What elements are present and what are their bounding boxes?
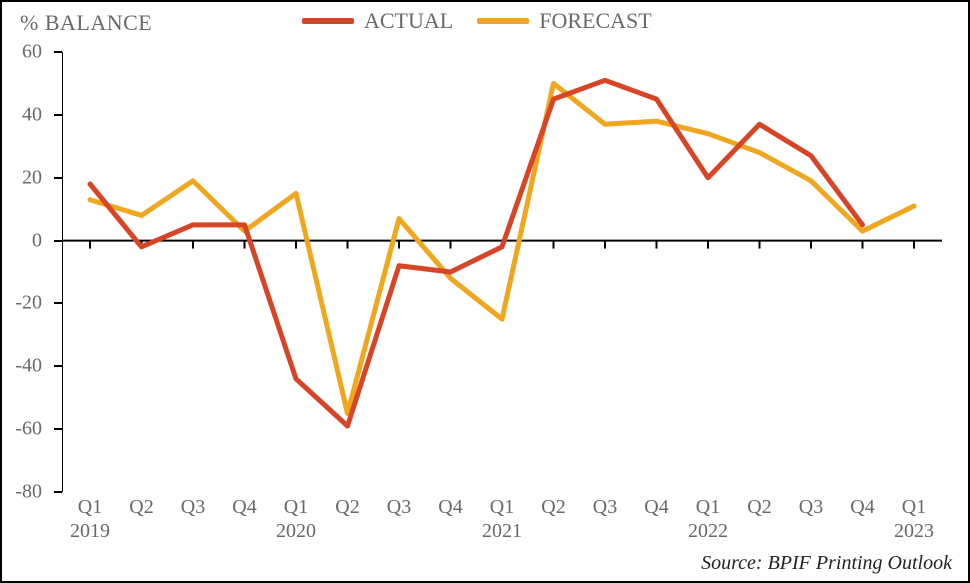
y-tick-label: -60 bbox=[0, 418, 48, 441]
y-tick-label: 20 bbox=[0, 166, 48, 189]
y-tick bbox=[54, 177, 62, 179]
x-year-label: 2021 bbox=[482, 520, 522, 543]
legend-item-forecast: FORECAST bbox=[477, 8, 651, 34]
y-tick-label: -40 bbox=[0, 355, 48, 378]
legend-item-actual: ACTUAL bbox=[302, 8, 453, 34]
y-tick-label: 40 bbox=[0, 103, 48, 126]
y-tick-label: 0 bbox=[0, 229, 48, 252]
legend-label-forecast: FORECAST bbox=[539, 8, 651, 34]
y-tick bbox=[54, 114, 62, 116]
x-tick-label: Q1 bbox=[490, 496, 514, 519]
chart-svg bbox=[62, 52, 942, 492]
y-tick bbox=[54, 51, 62, 53]
y-tick bbox=[54, 491, 62, 493]
y-tick-label: -20 bbox=[0, 292, 48, 315]
plot-area bbox=[62, 52, 942, 492]
x-tick-label: Q1 bbox=[696, 496, 720, 519]
legend-label-actual: ACTUAL bbox=[364, 8, 453, 34]
x-tick-label: Q3 bbox=[799, 496, 823, 519]
legend-swatch-actual bbox=[302, 18, 354, 24]
legend: ACTUAL FORECAST bbox=[302, 8, 652, 34]
x-tick-label: Q1 bbox=[902, 496, 926, 519]
chart-title: % BALANCE bbox=[20, 10, 152, 36]
x-year-label: 2019 bbox=[70, 520, 110, 543]
x-tick-label: Q2 bbox=[335, 496, 359, 519]
chart-container: % BALANCE ACTUAL FORECAST 60 40 20 0 -20 -40 -… bbox=[0, 0, 970, 583]
x-tick-label: Q4 bbox=[644, 496, 668, 519]
x-tick-label: Q2 bbox=[541, 496, 565, 519]
y-tick bbox=[54, 240, 62, 242]
x-tick-label: Q2 bbox=[129, 496, 153, 519]
series-actual bbox=[90, 80, 863, 426]
legend-swatch-forecast bbox=[477, 18, 529, 24]
x-tick-label: Q3 bbox=[387, 496, 411, 519]
y-tick-label: -80 bbox=[0, 481, 48, 504]
y-tick bbox=[54, 302, 62, 304]
x-tick-label: Q1 bbox=[284, 496, 308, 519]
x-tick-label: Q4 bbox=[232, 496, 256, 519]
source-label: Source: BPIF Printing Outlook bbox=[701, 552, 952, 575]
y-tick-label: 60 bbox=[0, 41, 48, 64]
x-year-label: 2020 bbox=[276, 520, 316, 543]
x-tick-label: Q2 bbox=[747, 496, 771, 519]
x-year-label: 2023 bbox=[894, 520, 934, 543]
x-year-label: 2022 bbox=[688, 520, 728, 543]
y-tick bbox=[54, 365, 62, 367]
x-tick-label: Q3 bbox=[181, 496, 205, 519]
y-tick bbox=[54, 428, 62, 430]
x-tick-label: Q4 bbox=[850, 496, 874, 519]
x-tick-label: Q4 bbox=[438, 496, 462, 519]
x-tick-label: Q3 bbox=[593, 496, 617, 519]
x-tick-label: Q1 bbox=[78, 496, 102, 519]
